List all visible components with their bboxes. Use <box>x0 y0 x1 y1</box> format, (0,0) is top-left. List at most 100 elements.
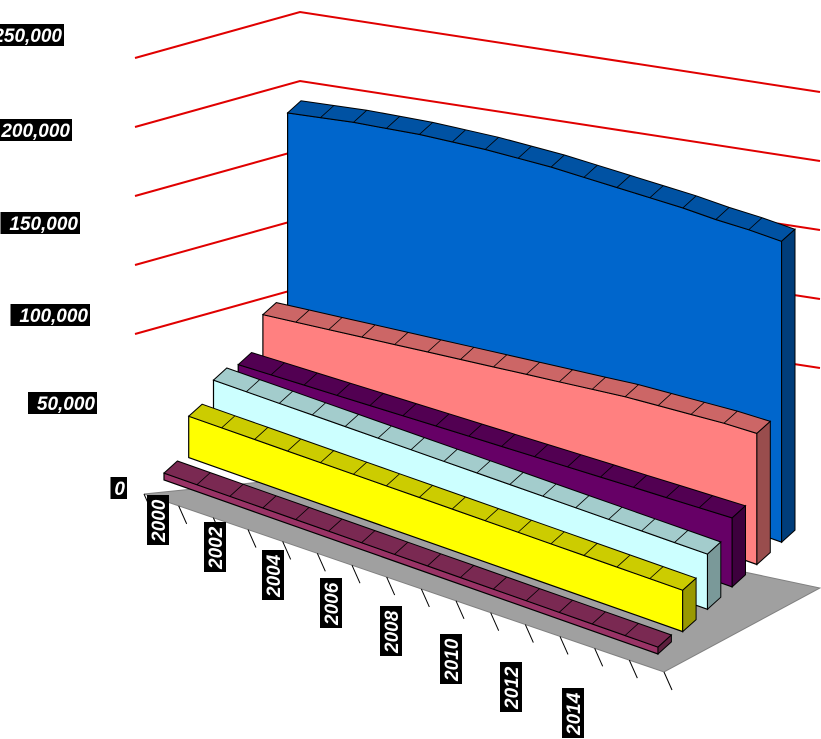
ribbon-segment-line <box>196 472 211 485</box>
ribbon-segment-line <box>567 454 582 468</box>
x-tick-text: 2006 <box>322 582 343 626</box>
ribbon-segment-line <box>575 495 590 508</box>
ribbon-segment-line <box>353 461 368 475</box>
x-tick-label: 2006 <box>320 578 343 628</box>
y-tick-label: 50,000 <box>28 392 97 415</box>
ribbon-segment-line <box>287 438 302 452</box>
x-tick-mark <box>420 588 430 608</box>
ribbon-segment-line <box>698 495 713 508</box>
ribbon-segment-line <box>262 495 277 509</box>
ribbon-segment-line <box>666 485 680 498</box>
y-tick-text: 50,000 <box>37 394 96 415</box>
ribbon-segment-line <box>419 122 433 135</box>
x-tick-mark <box>455 600 465 620</box>
ribbon-segment-line <box>616 554 631 568</box>
ribbon-segment-line <box>715 207 730 220</box>
ribbon-segment-line <box>600 464 615 478</box>
ribbon-segment-line <box>550 154 565 168</box>
ribbon-segment-line <box>328 317 343 330</box>
y-tick-text: 150,000 <box>9 214 78 235</box>
ribbon-segment-line <box>460 347 475 360</box>
ribbon-segment-line <box>534 444 549 457</box>
y-tick-text: 250,000 <box>0 26 62 47</box>
ribbon-segment-line <box>270 362 285 376</box>
ribbon-segment-line <box>460 565 475 578</box>
ribbon-segment-line <box>303 372 318 386</box>
x-tick-label: 2002 <box>204 522 227 572</box>
ribbon-segment-line <box>591 611 606 625</box>
ribbon-segment-line <box>386 473 400 487</box>
ribbon-segment-line <box>649 185 664 198</box>
x-tick-text: 2014 <box>564 692 585 736</box>
x-tick-mark <box>386 576 396 596</box>
ribbon-segment-line <box>353 109 368 123</box>
ribbon-segment-line <box>468 423 483 437</box>
ribbon-segment-line <box>435 413 450 427</box>
ribbon-segment-line <box>591 376 606 390</box>
ribbon-segment-line <box>394 332 409 345</box>
x-tick-text: 2002 <box>206 526 227 570</box>
x-axis-tick-labels: 2000 2002 2004 2006 2008 2010 2012 2014 <box>147 495 585 738</box>
ribbon-segment-line <box>344 414 359 427</box>
x-tick-label: 2008 <box>380 606 403 656</box>
y-tick-text: 0 <box>114 479 125 500</box>
ribbon-segment-line <box>361 324 376 338</box>
y-axis-tick-labels: 0 50,000 100,000 150,000 200,000 250,000 <box>0 24 127 500</box>
ribbon-segment-line <box>295 309 310 323</box>
series-ribbon-2 <box>187 403 698 633</box>
y-tick-label: 250,000 <box>0 24 64 47</box>
ribbon-segment-line <box>386 115 401 129</box>
ribbon-segment-line <box>361 530 376 543</box>
ribbon-segment-line <box>608 506 623 520</box>
ribbon-segment-line <box>583 543 598 556</box>
ribbon-end <box>731 504 746 589</box>
ribbon-segment-line <box>633 474 648 488</box>
y-tick-label: 200,000 <box>0 119 72 142</box>
series-ribbon-1 <box>163 460 673 656</box>
y-tick-text: 100,000 <box>19 306 88 327</box>
x-tick-mark <box>663 671 673 691</box>
ribbon-segment-line <box>320 450 335 463</box>
ribbon-segment-line <box>723 410 738 424</box>
x-tick-mark <box>247 529 257 548</box>
y-tick-text: 200,000 <box>0 121 70 142</box>
ribbon-segment-line <box>443 448 458 462</box>
x-tick-label: 2010 <box>440 634 463 684</box>
ribbon-segment-line <box>336 382 351 396</box>
x-tick-label: 2014 <box>562 688 585 738</box>
ribbon-segment-line <box>550 531 565 545</box>
y-tick-label: 0 <box>110 477 127 500</box>
ribbon-segment-line <box>246 379 261 392</box>
x-tick-text: 2008 <box>382 610 403 654</box>
x-tick-label: 2000 <box>147 495 170 545</box>
ribbon-segment-line <box>369 393 384 406</box>
ribbon-segment-line <box>311 402 326 416</box>
ribbon-segment-line <box>476 460 491 474</box>
x-tick-label: 2004 <box>262 550 285 600</box>
ribbon-segment-line <box>624 623 639 636</box>
ribbon-segment-line <box>657 393 672 406</box>
ribbon-segment-line <box>484 136 499 150</box>
ribbon-segment-line <box>501 433 516 447</box>
ribbon-segment-line <box>410 437 425 450</box>
x-tick-mark <box>282 541 292 560</box>
x-tick-text: 2004 <box>264 554 285 598</box>
x-tick-mark <box>559 636 569 655</box>
ribbon-segment-line <box>493 354 508 368</box>
ribbon-segment-line <box>418 485 433 498</box>
gridline <box>134 79 821 162</box>
y-tick-label: 150,000 <box>0 212 80 235</box>
ribbon-segment-line <box>616 175 631 188</box>
ribbon-segment-line <box>517 519 532 533</box>
ribbon-segment-line <box>229 483 244 497</box>
ribbon-segment-line <box>517 145 532 159</box>
x-tick-text: 2010 <box>442 638 463 682</box>
series-ribbons <box>163 100 796 656</box>
ribbon-segment-line <box>690 402 705 415</box>
y-tick-label: 100,000 <box>10 304 90 327</box>
ribbon-segment-line <box>641 518 656 532</box>
ribbon-segment-line <box>624 384 639 398</box>
ribbon-segment-line <box>221 415 236 429</box>
ribbon-segment-line <box>525 588 540 601</box>
ribbon-segment-line <box>295 507 310 520</box>
